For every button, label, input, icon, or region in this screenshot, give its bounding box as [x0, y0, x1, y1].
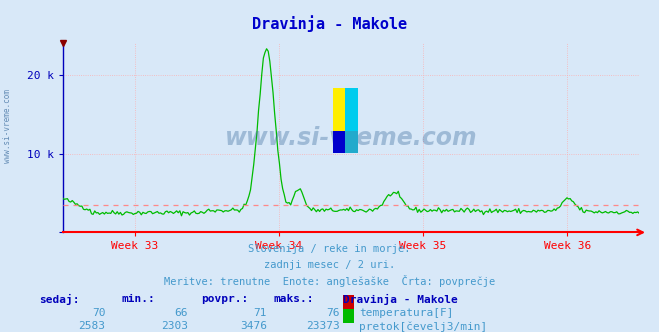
Text: 2303: 2303 — [161, 321, 188, 331]
Text: Dravinja - Makole: Dravinja - Makole — [343, 294, 457, 305]
Text: 3476: 3476 — [240, 321, 267, 331]
Text: pretok[čevelj3/min]: pretok[čevelj3/min] — [359, 321, 488, 332]
Text: min.:: min.: — [122, 294, 156, 304]
Text: 66: 66 — [175, 308, 188, 318]
Text: zadnji mesec / 2 uri.: zadnji mesec / 2 uri. — [264, 260, 395, 270]
Text: 70: 70 — [92, 308, 105, 318]
Text: povpr.:: povpr.: — [201, 294, 248, 304]
Text: 23373: 23373 — [306, 321, 339, 331]
Text: Dravinja - Makole: Dravinja - Makole — [252, 15, 407, 32]
Text: 71: 71 — [254, 308, 267, 318]
Text: sedaj:: sedaj: — [40, 294, 80, 305]
Text: 2583: 2583 — [78, 321, 105, 331]
Text: www.si-vreme.com: www.si-vreme.com — [225, 126, 477, 150]
Text: Meritve: trenutne  Enote: anglešaške  Črta: povprečje: Meritve: trenutne Enote: anglešaške Črta… — [164, 275, 495, 287]
Text: Slovenija / reke in morje.: Slovenija / reke in morje. — [248, 244, 411, 254]
Text: maks.:: maks.: — [273, 294, 314, 304]
Text: 76: 76 — [326, 308, 339, 318]
Text: temperatura[F]: temperatura[F] — [359, 308, 453, 318]
Text: www.si-vreme.com: www.si-vreme.com — [3, 89, 13, 163]
